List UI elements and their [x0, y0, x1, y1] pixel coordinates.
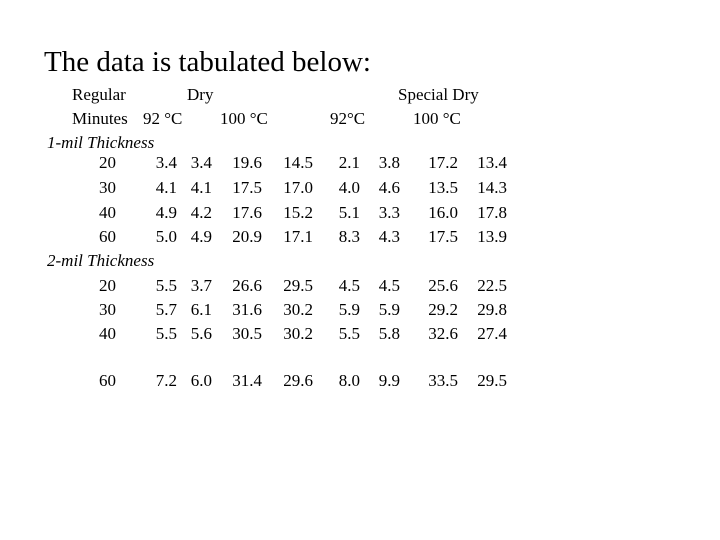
- value-cell: 3.8: [378, 153, 400, 172]
- minutes-cell: 40: [99, 203, 116, 222]
- value-cell: 33.5: [428, 371, 458, 390]
- group-header: Dry: [187, 85, 214, 104]
- value-cell: 13.5: [428, 178, 458, 197]
- value-cell: 29.2: [428, 300, 458, 319]
- value-cell: 17.1: [283, 227, 313, 246]
- value-cell: 31.6: [232, 300, 262, 319]
- value-cell: 29.8: [477, 300, 507, 319]
- value-cell: 13.9: [477, 227, 507, 246]
- value-cell: 17.8: [477, 203, 507, 222]
- minutes-cell: 40: [99, 324, 116, 343]
- value-cell: 2.1: [338, 153, 360, 172]
- minutes-cell: 20: [99, 153, 116, 172]
- value-cell: 6.0: [190, 371, 212, 390]
- value-cell: 30.2: [283, 324, 313, 343]
- value-cell: 29.5: [283, 276, 313, 295]
- value-cell: 26.6: [232, 276, 262, 295]
- value-cell: 19.6: [232, 153, 262, 172]
- value-cell: 13.4: [477, 153, 507, 172]
- value-cell: 14.5: [283, 153, 313, 172]
- value-cell: 4.3: [378, 227, 400, 246]
- column-header: 100 °C: [220, 109, 268, 128]
- value-cell: 20.9: [232, 227, 262, 246]
- title: The data is tabulated below:: [44, 46, 371, 78]
- value-cell: 6.1: [190, 300, 212, 319]
- value-cell: 4.6: [378, 178, 400, 197]
- value-cell: 5.5: [155, 324, 177, 343]
- column-header: 92°C: [330, 109, 366, 128]
- value-cell: 4.5: [338, 276, 360, 295]
- value-cell: 15.2: [283, 203, 313, 222]
- value-cell: 29.6: [283, 371, 313, 390]
- group-header: Special Dry: [398, 85, 479, 104]
- value-cell: 3.4: [155, 153, 177, 172]
- value-cell: 3.3: [378, 203, 400, 222]
- value-cell: 22.5: [477, 276, 507, 295]
- value-cell: 4.2: [190, 203, 212, 222]
- column-header: 100 °C: [413, 109, 461, 128]
- value-cell: 4.9: [155, 203, 177, 222]
- value-cell: 7.2: [155, 371, 177, 390]
- value-cell: 4.1: [190, 178, 212, 197]
- column-header: 92 °C: [143, 109, 183, 128]
- minutes-cell: 60: [99, 227, 116, 246]
- value-cell: 29.5: [477, 371, 507, 390]
- value-cell: 5.1: [338, 203, 360, 222]
- value-cell: 4.9: [190, 227, 212, 246]
- value-cell: 5.5: [155, 276, 177, 295]
- value-cell: 17.5: [232, 178, 262, 197]
- minutes-cell: 60: [99, 371, 116, 390]
- section-label: 2-mil Thickness: [47, 251, 155, 270]
- value-cell: 27.4: [477, 324, 507, 343]
- value-cell: 4.1: [155, 178, 177, 197]
- minutes-cell: 20: [99, 276, 116, 295]
- value-cell: 9.9: [378, 371, 400, 390]
- value-cell: 5.5: [338, 324, 360, 343]
- value-cell: 4.5: [378, 276, 400, 295]
- value-cell: 16.0: [428, 203, 458, 222]
- value-cell: 5.8: [378, 324, 400, 343]
- value-cell: 32.6: [428, 324, 458, 343]
- value-cell: 17.5: [428, 227, 458, 246]
- column-header: Minutes: [72, 109, 128, 128]
- value-cell: 8.0: [338, 371, 360, 390]
- group-header: Regular: [72, 85, 126, 104]
- value-cell: 17.0: [283, 178, 313, 197]
- value-cell: 8.3: [338, 227, 360, 246]
- value-cell: 17.6: [232, 203, 262, 222]
- value-cell: 5.0: [155, 227, 177, 246]
- minutes-cell: 30: [99, 178, 116, 197]
- value-cell: 14.3: [477, 178, 507, 197]
- value-cell: 5.7: [155, 300, 177, 319]
- value-cell: 30.5: [232, 324, 262, 343]
- value-cell: 3.7: [190, 276, 212, 295]
- value-cell: 31.4: [232, 371, 262, 390]
- value-cell: 4.0: [338, 178, 360, 197]
- value-cell: 5.6: [190, 324, 212, 343]
- value-cell: 5.9: [338, 300, 360, 319]
- value-cell: 5.9: [378, 300, 400, 319]
- section-label: 1-mil Thickness: [47, 133, 155, 152]
- value-cell: 30.2: [283, 300, 313, 319]
- value-cell: 17.2: [428, 153, 458, 172]
- value-cell: 25.6: [428, 276, 458, 295]
- value-cell: 3.4: [190, 153, 212, 172]
- minutes-cell: 30: [99, 300, 116, 319]
